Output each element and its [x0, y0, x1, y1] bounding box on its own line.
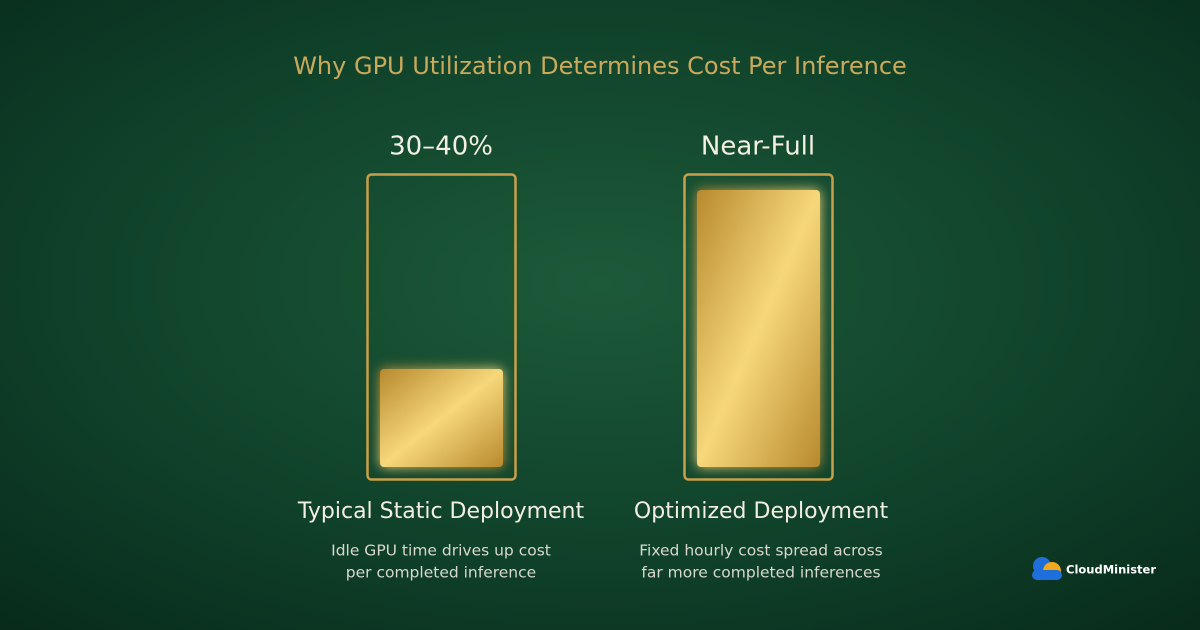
- brand-logo: [1032, 557, 1062, 580]
- panel-heading: Typical Static Deployment: [297, 499, 585, 524]
- utilization-fill: [697, 190, 820, 467]
- title: Why GPU Utilization Determines Cost Per …: [293, 52, 907, 80]
- panel-description: far more completed inferences: [641, 564, 880, 582]
- panel-label: 30–40%: [389, 132, 493, 162]
- utilization-fill: [380, 369, 503, 467]
- gpu-container: [683, 173, 834, 481]
- panel-description: Idle GPU time drives up cost: [331, 542, 551, 560]
- brand-name: CloudMinister: [1066, 563, 1156, 577]
- panel-label: Near-Full: [701, 132, 815, 162]
- panel-description: per completed inference: [346, 564, 536, 582]
- gpu-container: [366, 173, 517, 481]
- panel-heading: Optimized Deployment: [634, 499, 889, 524]
- panel-description: Fixed hourly cost spread across: [639, 542, 883, 560]
